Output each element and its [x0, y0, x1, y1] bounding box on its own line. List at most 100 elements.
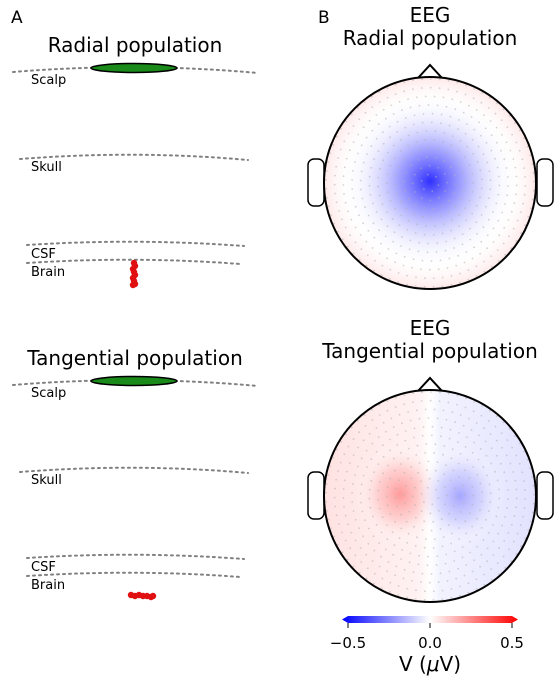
sensor-dot — [454, 487, 456, 490]
sensor-dot — [429, 512, 432, 515]
sensor-dot — [398, 100, 401, 103]
sensor-dot — [332, 457, 335, 459]
sensor-dot — [371, 129, 374, 132]
sensor-dot — [401, 422, 403, 425]
sensor-dot — [432, 520, 435, 523]
colorbar-tick-label: 0.5 — [500, 634, 524, 652]
sensor-dot — [414, 285, 417, 287]
sensor-dot — [408, 561, 411, 564]
sensor-dot — [418, 462, 421, 464]
sensor-dot — [443, 132, 446, 134]
sensor-dot — [404, 189, 406, 192]
sensor-dot — [449, 115, 452, 118]
sensor-dot — [372, 515, 374, 518]
sensor-dot — [506, 489, 509, 491]
sensor-dot — [492, 241, 495, 243]
sensor-dot — [446, 580, 449, 582]
sensor-dot — [325, 178, 327, 181]
sensor-dot — [515, 184, 518, 187]
sensor-dot — [486, 560, 488, 563]
sensor-dot — [441, 545, 444, 548]
sensor-dot — [394, 396, 397, 399]
sensor-dot — [463, 189, 465, 192]
sensor-dot — [387, 464, 389, 467]
sensor-dot — [337, 157, 339, 159]
sensor-dot — [423, 520, 426, 523]
sensor-dot — [452, 469, 455, 472]
sensor-dot — [413, 486, 416, 489]
sensor-dot — [429, 399, 432, 402]
sensor-dot — [475, 588, 478, 590]
sensor-dot — [515, 506, 517, 509]
sensor-dot — [530, 207, 532, 210]
sensor-dot — [512, 158, 515, 160]
sensor-dot — [487, 197, 490, 200]
sensor-dot — [505, 141, 508, 144]
sensor-dot — [412, 88, 414, 91]
sensor-dot — [472, 494, 475, 497]
sensor-dot — [448, 512, 450, 515]
sensor-dot — [440, 518, 443, 521]
brain-line-tangential — [26, 571, 241, 578]
sensor-dot — [465, 219, 468, 222]
sensor-dot — [518, 129, 521, 132]
sensor-dot — [515, 497, 518, 500]
sensor-dot — [395, 174, 397, 177]
sensor-dot — [515, 141, 518, 144]
sensor-dot — [428, 477, 431, 480]
sensor-dot — [368, 432, 371, 435]
sensor-dot — [363, 101, 366, 103]
sensor-dot — [401, 109, 403, 112]
sensor-dot — [342, 175, 345, 178]
sensor-dot — [478, 434, 480, 437]
sensor-dot — [457, 462, 460, 465]
sensor-dot — [430, 78, 432, 80]
sensor-dot — [394, 183, 397, 186]
sensor-dot — [520, 232, 522, 235]
sensor-dot — [412, 571, 415, 574]
sensor-dot — [512, 471, 515, 473]
sensor-dot — [414, 545, 417, 547]
sensor-dot — [455, 577, 458, 580]
sensor-dot — [486, 247, 488, 250]
sensor-dot — [449, 428, 452, 431]
sensor-dot — [465, 397, 467, 400]
sensor-dot — [397, 281, 400, 283]
panel-letter-a: A — [11, 8, 23, 28]
sensor-dot — [338, 210, 340, 212]
sensor-dot — [415, 516, 417, 519]
sensor-dot — [457, 149, 460, 152]
sensor-dot — [333, 496, 336, 499]
sensor-dot — [325, 483, 328, 485]
sensor-dot — [490, 255, 493, 257]
sensor-dot — [372, 222, 375, 225]
sensor-dot — [352, 454, 355, 456]
sensor-dot — [336, 448, 338, 451]
sensor-dot — [532, 484, 535, 487]
sensor-dot — [515, 553, 518, 555]
sensor-dot — [509, 149, 512, 152]
sensor-dot — [337, 543, 339, 546]
sensor-dot — [526, 145, 529, 148]
sensor-dot — [352, 510, 355, 512]
sensor-dot — [333, 183, 336, 186]
sensor-dot — [508, 428, 511, 430]
sensor-dot — [448, 199, 450, 202]
sensor-dot — [431, 425, 434, 428]
sensor-dot — [334, 487, 336, 490]
sensor-dot — [434, 156, 437, 159]
sensor-dot — [426, 486, 429, 489]
sensor-dot — [479, 509, 481, 512]
sensor-dot — [357, 107, 359, 109]
sensor-dot — [411, 266, 413, 269]
sensor-dot — [400, 558, 402, 560]
sensor-dot — [488, 409, 491, 412]
sensor-dot — [432, 599, 435, 601]
sensor-dot — [494, 157, 496, 160]
sensor-dot — [387, 248, 390, 250]
sensor-dot — [413, 212, 415, 215]
sensor-dot — [354, 226, 357, 229]
sensor-dot — [436, 104, 439, 107]
panel-letter-b: B — [318, 8, 330, 28]
sensor-dot — [522, 202, 524, 205]
